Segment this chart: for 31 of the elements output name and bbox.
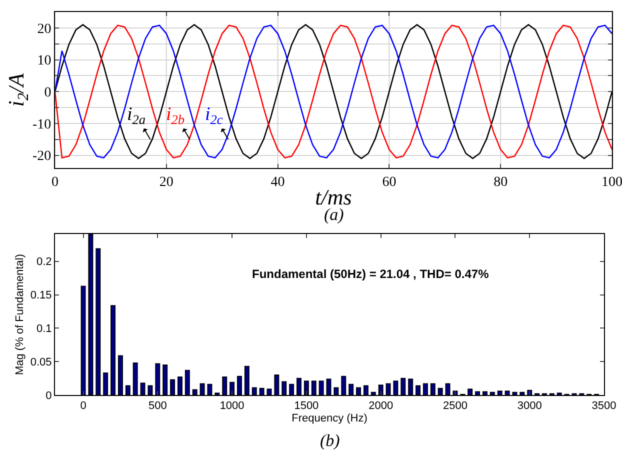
y-tick-label: 0.15 <box>30 290 52 302</box>
y-tick-label: 0.2 <box>36 256 52 268</box>
y-tick-label: 10 <box>37 54 52 69</box>
annotation: i$_{2a}$ <box>127 104 146 127</box>
x-tick-label: 40 <box>270 174 285 190</box>
y-tick-label: -20 <box>32 149 52 164</box>
y-tick-label: 0 <box>44 85 52 100</box>
x-tick-label: 100 <box>602 174 622 190</box>
y-tick-label: 20 <box>37 22 52 37</box>
y-tick-label: -10 <box>32 117 52 132</box>
text: (a) <box>324 205 344 224</box>
x-tick-label: 1000 <box>220 400 244 412</box>
annotation: Fundamental (50Hz) = 21.04 , THD= 0.47% <box>252 267 490 281</box>
x-tick-label: 60 <box>382 174 396 190</box>
x-tick-label: 1500 <box>294 400 319 412</box>
x-tick-label: 20 <box>159 174 174 190</box>
annotation: i$_{2b}$ <box>166 104 185 127</box>
x-tick-label: 2000 <box>368 400 394 412</box>
x-tick-label: 80 <box>494 174 508 190</box>
y-tick-label: 0.05 <box>30 356 52 368</box>
x-tick-label: 500 <box>148 400 167 412</box>
y-tick-label: 0.1 <box>36 323 52 336</box>
x-tick-label: 2500 <box>442 400 468 412</box>
y-tick-label: 0 <box>46 390 52 402</box>
x-tick-label: 3500 <box>592 400 616 412</box>
x-tick-label: 3000 <box>517 400 542 412</box>
annotation: i$_{2c}$ <box>205 104 223 127</box>
text: (b) <box>320 431 340 450</box>
x-axis-title: Frequency (Hz) <box>292 412 368 424</box>
x-tick-label: 0 <box>80 400 86 412</box>
y-axis-title: Mag (% of Fundamental) <box>14 254 26 376</box>
